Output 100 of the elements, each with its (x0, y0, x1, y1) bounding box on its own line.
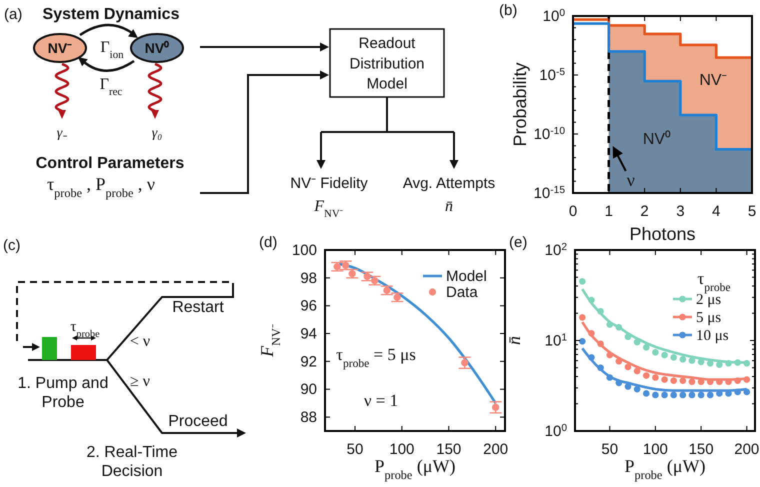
chart-title: (b) (499, 2, 518, 19)
text: Γ$_{rec}$ (100, 76, 122, 98)
point (680, 356, 686, 363)
legend-label: Model (446, 268, 487, 285)
y-tick-label: 90 (300, 381, 317, 398)
y-axis-title: n̄ (504, 336, 524, 345)
x-tick-label: 150 (436, 441, 462, 458)
point (616, 358, 622, 365)
point (652, 374, 659, 381)
x-tick-label: 150 (688, 441, 714, 458)
legend-label: 5 μs (696, 310, 722, 326)
point (734, 377, 741, 384)
point (670, 354, 677, 361)
point (616, 380, 622, 386)
point (383, 286, 390, 294)
text: 1. Pump and Probe (18, 375, 108, 412)
point (743, 376, 750, 383)
point (652, 392, 659, 398)
text: n̄ (445, 198, 453, 215)
text: γ₀ (152, 126, 162, 141)
point (743, 388, 750, 396)
point (698, 358, 704, 366)
y-tick-label: 92 (300, 353, 317, 370)
point (461, 359, 468, 366)
x-axis-title: Photons (629, 224, 696, 244)
x-tick-label: 100 (642, 441, 668, 458)
y-tick-label: 96 (300, 298, 317, 315)
x-axis-title: P$_{probe}$ (μW) (624, 456, 706, 482)
chart-title: (d) (259, 234, 278, 251)
text: τ$_{probe}$ , P$_{probe}$ , ν (46, 174, 156, 200)
text: NV⁻ Fidelity (290, 175, 368, 192)
point (394, 294, 401, 301)
x-tick-label: 2 (640, 203, 649, 220)
x-tick-label: 3 (676, 203, 685, 220)
annotation: τ$_{probe}$ = 5 μs (336, 345, 416, 370)
point (588, 354, 595, 361)
y-tick-label: 10$^{0}$ (544, 422, 568, 440)
point (743, 360, 750, 367)
point (624, 333, 632, 340)
point (725, 360, 732, 367)
point (680, 392, 686, 398)
point (661, 376, 668, 383)
text: Readout Distribution Model (349, 35, 425, 92)
point (492, 404, 500, 411)
y-tick-label: 10$^{-15}$ (534, 184, 566, 202)
point (688, 392, 696, 398)
y-tick-label: 88 (300, 409, 317, 426)
text: Avg. Attempts (402, 175, 496, 192)
x-tick-label: 0 (568, 203, 578, 220)
legend-label: 2 μs (696, 292, 722, 308)
text: Restart (172, 299, 224, 316)
text: Control Parameters (36, 155, 184, 172)
point (698, 392, 704, 398)
point (579, 278, 586, 285)
x-tick-label: 100 (389, 441, 414, 458)
y-tick-label: 10$^{1}$ (544, 332, 568, 350)
text: F$_{NV⁻}$ (313, 198, 344, 220)
y-tick-label: 94 (300, 326, 317, 343)
x-tick-label: 5 (748, 203, 756, 220)
text: NV⁰ (144, 40, 170, 56)
point (624, 364, 632, 370)
text: < ν (130, 333, 150, 350)
point (616, 324, 622, 331)
text: (c) (3, 237, 20, 254)
y-tick-label: 10$^{0}$ (542, 8, 566, 25)
point (734, 359, 741, 366)
text: Γ$_{ion}$ (100, 39, 124, 61)
point (688, 357, 696, 364)
point (634, 368, 640, 374)
point (579, 314, 586, 321)
point (670, 392, 677, 398)
point (597, 308, 604, 315)
series-label: NV⁰ (642, 130, 672, 148)
point (661, 392, 668, 398)
point (588, 296, 595, 304)
text: γ₋ (56, 126, 68, 141)
point (642, 372, 650, 379)
point (652, 349, 659, 356)
annotation: ν = 1 (364, 391, 398, 410)
point (364, 272, 371, 280)
text: Proceed (168, 413, 228, 430)
point (588, 330, 595, 337)
point (606, 374, 614, 381)
x-tick-label: 200 (734, 441, 760, 458)
text: (a) (4, 6, 22, 23)
x-tick-label: 4 (712, 203, 720, 220)
point (642, 390, 650, 397)
point (634, 386, 640, 392)
text: NV⁻ (48, 40, 72, 56)
x-tick-label: 50 (346, 441, 364, 458)
y-tick-label: 10$^{-10}$ (534, 126, 566, 143)
legend-title: τ$_{probe}$ (697, 269, 731, 294)
x-axis-title: P$_{probe}$ (μW) (374, 456, 456, 482)
text: 2. Real-Time Decision (86, 444, 178, 480)
point (670, 377, 677, 384)
point (680, 377, 686, 384)
text: System Dynamics (42, 6, 180, 23)
y-axis-title: Probability (510, 62, 530, 147)
point (661, 352, 668, 358)
point (634, 338, 640, 346)
